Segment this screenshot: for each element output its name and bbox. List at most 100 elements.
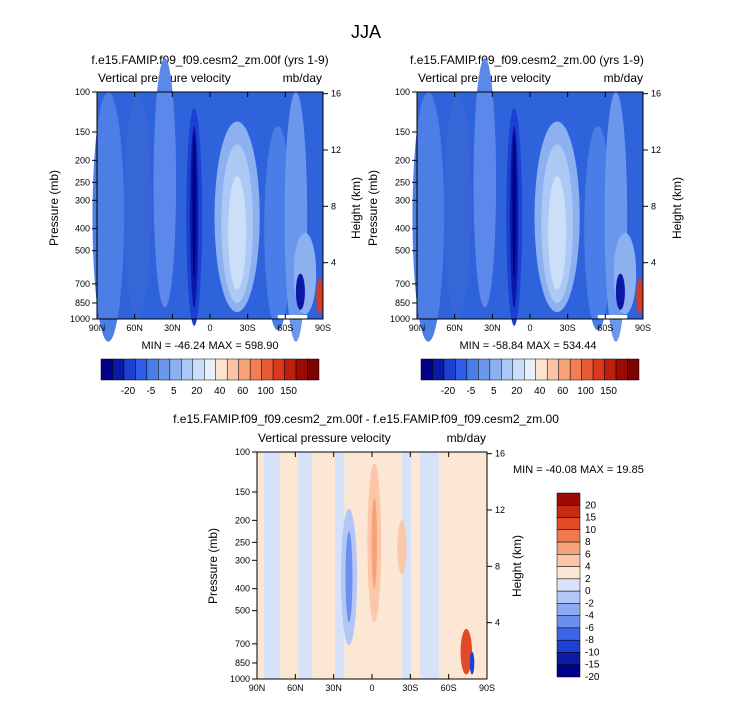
y-tick-label: 200 <box>395 155 410 165</box>
colorbar-swatch <box>581 358 594 381</box>
x-tick-label: 60S <box>277 323 293 333</box>
colorbar-label: 20 <box>191 386 203 397</box>
y2-tick-label: 12 <box>331 145 341 155</box>
y-axis-label: Pressure (mb) <box>366 170 380 246</box>
colorbar-swatch <box>249 358 262 381</box>
y-tick-label: 300 <box>235 555 250 565</box>
colorbar-swatch <box>556 627 581 641</box>
colorbar-swatch <box>556 492 581 506</box>
x-tick-label: 30N <box>484 323 501 333</box>
x-tick-label: 90N <box>249 683 266 693</box>
colorbar-label: -5 <box>146 386 155 397</box>
y-tick-label: 200 <box>75 155 90 165</box>
x-tick-label: 90S <box>315 323 331 333</box>
plot-frame <box>256 451 488 680</box>
x-tick-label: 60S <box>597 323 613 333</box>
colorbar-swatch <box>556 554 581 567</box>
colorbar-swatch <box>123 358 136 381</box>
colorbar-swatch <box>238 358 251 381</box>
y2-tick-label: 16 <box>331 89 341 99</box>
colorbar-swatch <box>272 358 285 381</box>
colorbar: -20 -5 5 20 40 60 100 150 <box>420 358 640 397</box>
x-tick-label: 90N <box>409 323 426 333</box>
colorbar-swatch <box>556 529 581 543</box>
y2-tick-label: 8 <box>495 561 500 571</box>
colorbar-swatch <box>420 358 433 381</box>
colorbar-swatch <box>524 358 536 381</box>
colorbar-swatch <box>615 358 628 381</box>
colorbar-swatch <box>295 358 308 381</box>
colorbar-label: 100 <box>257 386 274 397</box>
y-tick-label: 700 <box>75 279 90 289</box>
anomaly-antarctic-max <box>460 629 473 675</box>
colorbar-label: -6 <box>585 623 594 634</box>
x-tick-label: 30S <box>402 683 418 693</box>
x-tick-label: 30S <box>240 323 256 333</box>
colorbar-swatch <box>215 358 228 381</box>
colorbar-label: 0 <box>585 586 591 597</box>
anomaly-positive-small <box>397 520 407 575</box>
y2-tick-label: 4 <box>331 258 336 268</box>
y-tick-label: 1000 <box>230 674 250 684</box>
band-midlat-south <box>584 126 612 331</box>
band-antarctic-max <box>636 278 643 315</box>
colorbar-label: 20 <box>511 386 523 397</box>
missing-data-strip <box>277 315 308 319</box>
colorbar-swatch <box>512 358 525 381</box>
colorbar-swatch <box>556 517 581 531</box>
y-tick-label: 150 <box>235 487 250 497</box>
colorbar-label: 100 <box>577 386 594 397</box>
band-antarctic-max <box>316 278 323 315</box>
y-tick-label: 300 <box>75 195 90 205</box>
band-subtropic-north <box>473 57 497 308</box>
colorbar-swatch <box>455 358 468 381</box>
y2-tick-label: 4 <box>651 258 656 268</box>
band-midlat-north <box>124 92 152 319</box>
colorbar-label: -20 <box>585 672 600 683</box>
y-tick-label: 850 <box>75 298 90 308</box>
colorbar-label: -10 <box>585 647 600 658</box>
colorbar-swatch <box>592 358 605 381</box>
y2-tick-label: 16 <box>651 89 661 99</box>
y-tick-label: 500 <box>75 246 90 256</box>
x-tick-label: 90S <box>479 683 495 693</box>
colorbar-label: -20 <box>121 386 136 397</box>
x-tick-label: 60N <box>446 323 463 333</box>
y2-tick-label: 8 <box>651 201 656 211</box>
colorbar-label: 4 <box>585 562 591 573</box>
band-polar-north <box>412 92 445 342</box>
colorbar-swatch <box>501 358 514 381</box>
colorbar-swatch <box>112 358 125 381</box>
x-tick-label: 0 <box>527 323 532 333</box>
y2-axis-label: Height (km) <box>349 177 363 239</box>
colorbar-label: 6 <box>585 549 591 560</box>
colorbar-swatch <box>284 358 297 381</box>
y-tick-label: 300 <box>395 195 410 205</box>
colorbar-swatch <box>556 541 581 555</box>
band-subsidence-core <box>548 175 567 290</box>
band-subtropic-north <box>153 57 177 308</box>
colorbar-swatch <box>192 358 205 381</box>
panel-top-left: f.e15.FAMIP.f09_f09.cesm2_zm.00f (yrs 1-… <box>47 53 363 397</box>
y-tick-label: 150 <box>395 127 410 137</box>
colorbar-swatch <box>546 358 559 381</box>
colorbar-label: -5 <box>466 386 475 397</box>
colorbar-label: 8 <box>585 537 591 548</box>
negative-band <box>335 452 345 679</box>
colorbar-swatch <box>158 358 171 381</box>
panel-title: f.e15.FAMIP.f09_f09.cesm2_zm.00f (yrs 1-… <box>91 53 328 67</box>
negative-band <box>298 452 313 679</box>
colorbar-swatch <box>556 652 581 665</box>
y2-tick-label: 12 <box>495 505 505 515</box>
colorbar-swatch <box>556 603 581 616</box>
contour-field <box>92 57 323 342</box>
colorbar-swatch <box>181 358 194 381</box>
panel-stats: MIN = -58.84 MAX = 534.44 <box>460 340 597 352</box>
anomaly-positive-core <box>371 497 378 589</box>
y-tick-label: 150 <box>75 127 90 137</box>
colorbar-swatch <box>169 358 182 381</box>
colorbar-swatch <box>100 358 113 381</box>
colorbar-swatch <box>432 358 445 381</box>
panel-difference: f.e15.FAMIP.f09_f09.cesm2_zm.00f - f.e15… <box>173 412 644 693</box>
